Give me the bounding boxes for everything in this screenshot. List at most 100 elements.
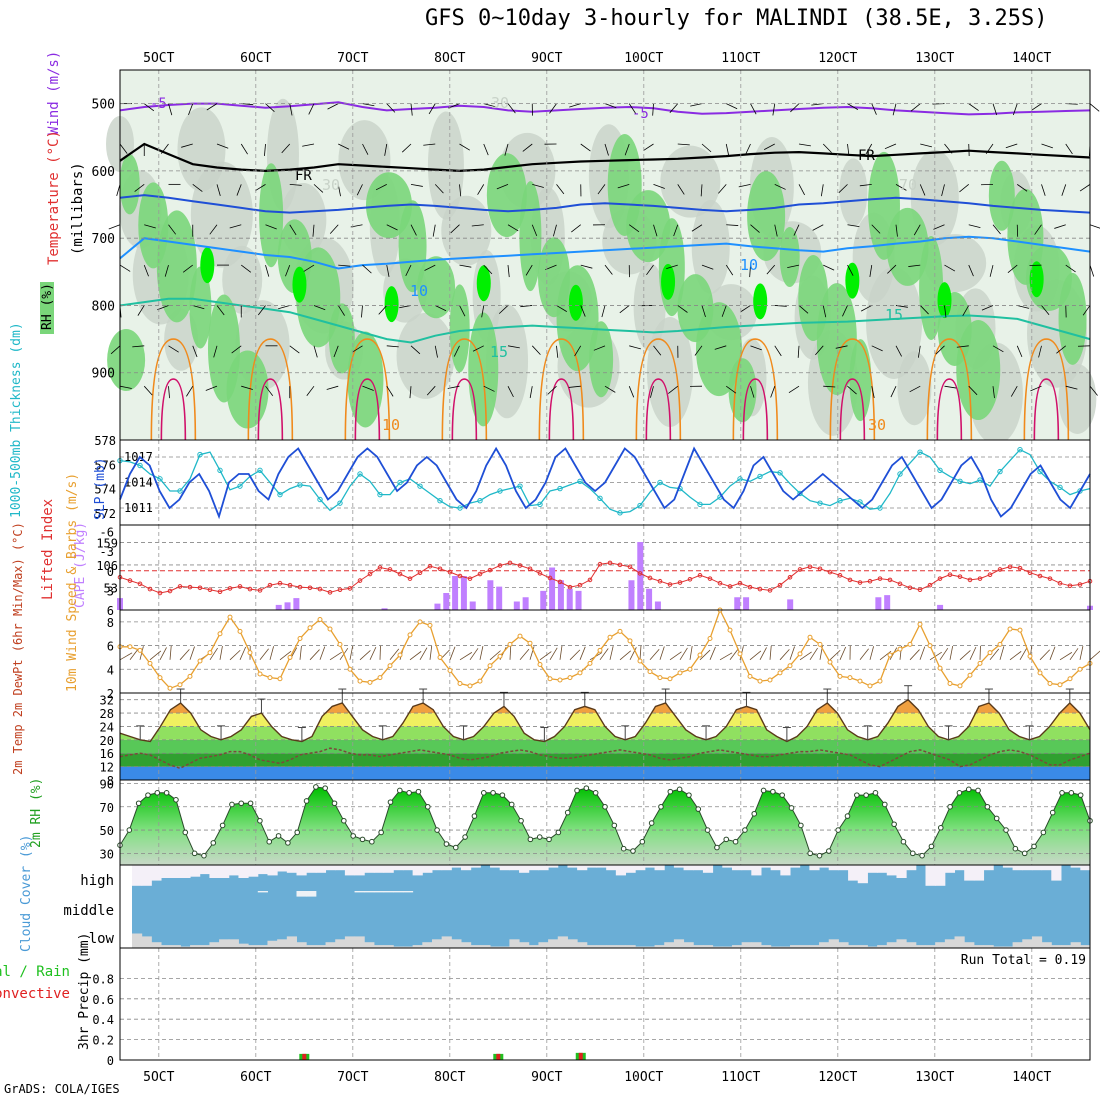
cape-bar <box>884 595 891 610</box>
lifted-index-marker <box>997 567 1003 572</box>
wind-barb <box>847 264 854 276</box>
slp-tick-label: 1011 <box>124 501 153 515</box>
rh-marker <box>126 827 133 833</box>
rh-marker <box>630 848 636 854</box>
cloud-low-bar <box>219 939 230 948</box>
cloud-high-clear <box>848 865 859 881</box>
cloud-high-clear <box>577 865 588 871</box>
rh-marker <box>919 852 925 859</box>
wind-speed-marker <box>477 678 483 684</box>
rh-shade-green <box>747 170 786 261</box>
y-tick-label: 70 <box>100 801 114 815</box>
lifted-index-marker <box>317 586 323 592</box>
rh-shade-gray <box>427 111 464 220</box>
wind-speed-marker <box>1007 626 1013 632</box>
lifted-index-marker <box>1037 573 1043 579</box>
rh-marker <box>219 822 226 829</box>
lifted-index-marker <box>577 582 583 588</box>
wind-speed-marker <box>737 651 743 657</box>
rh-marker <box>779 792 786 798</box>
lifted-index-marker <box>487 567 493 573</box>
thickness-marker <box>857 499 863 505</box>
wind-barb <box>933 224 945 230</box>
rh-marker <box>462 834 468 840</box>
cape-bar <box>434 603 441 610</box>
wind-barb <box>629 647 637 660</box>
wind-barb <box>774 305 787 307</box>
contour-label: 15 <box>885 306 903 324</box>
wind-barb <box>556 184 565 195</box>
cloud-high-clear <box>770 865 781 871</box>
wind-barb <box>265 264 270 277</box>
thickness-marker <box>1017 447 1023 453</box>
wind-barb <box>362 143 369 155</box>
lifted-index-marker <box>277 580 283 586</box>
lifted-index-marker <box>187 584 193 590</box>
cloud-high-clear <box>422 865 433 873</box>
wind-barb <box>793 224 800 236</box>
wind-barb <box>1010 385 1018 397</box>
wind-barb <box>169 645 172 660</box>
wind-barb <box>119 143 128 154</box>
wind-barb <box>179 649 190 661</box>
wind-barb <box>265 385 274 397</box>
rh-shade-green <box>728 358 757 423</box>
wind-barb <box>308 103 315 115</box>
isotherm-line <box>119 142 1091 173</box>
isotherm-25 <box>257 378 284 441</box>
rh-marker <box>359 836 366 843</box>
cloud-low-bar <box>954 936 965 948</box>
panel-bg <box>120 610 1090 693</box>
wind-speed-marker <box>867 683 873 689</box>
cape-bar <box>743 597 750 610</box>
wind-speed-marker <box>277 676 283 682</box>
cloud-high-clear <box>238 865 249 878</box>
rh-marker <box>667 788 674 795</box>
rh-marker <box>648 820 655 826</box>
wind-barb <box>182 264 193 273</box>
cape-bar <box>460 576 467 610</box>
wind-barb <box>1056 345 1067 354</box>
lifted-index-marker <box>137 581 143 587</box>
wind-barb <box>459 264 472 268</box>
wind-barb <box>144 103 155 112</box>
cloud-low-bar <box>973 945 985 948</box>
isotherm-20 <box>441 338 488 441</box>
rh-marker <box>732 838 739 845</box>
wind-barb <box>823 264 835 271</box>
wind-speed-marker <box>377 675 383 681</box>
cloud-high-clear <box>354 865 365 876</box>
wind-speed-marker <box>667 676 673 682</box>
wind-speed-marker <box>897 646 903 652</box>
cloud-high-clear <box>383 865 394 873</box>
rh-marker <box>742 827 748 833</box>
lifted-index-marker <box>427 563 433 569</box>
y-tick-label: 28 <box>100 707 114 721</box>
rh-marker <box>620 845 627 852</box>
wind-barb <box>701 264 714 270</box>
rh-shade-green <box>626 190 671 263</box>
wind-barb <box>944 264 956 272</box>
wind-barb <box>992 345 1004 353</box>
lifted-index-marker <box>457 573 463 579</box>
wind-barb <box>1041 184 1046 196</box>
rh-axis-label: 2m RH (%) <box>29 778 44 848</box>
rh-marker <box>937 824 944 831</box>
slp-axis-label: SLP (mb) <box>93 457 108 520</box>
wind-barb <box>309 649 320 661</box>
cloud-middle-clear <box>364 891 375 893</box>
rh-marker <box>331 800 338 807</box>
wind-speed-marker <box>957 683 963 689</box>
wind-barb <box>718 184 727 194</box>
cloud-high-clear <box>625 865 636 873</box>
wind-speed-marker <box>507 641 513 647</box>
thickness-marker <box>277 491 283 498</box>
rh-shade-bright <box>937 282 952 319</box>
rh-marker <box>182 829 189 836</box>
rh-shade-green <box>988 160 1015 231</box>
wind-barb <box>701 305 706 318</box>
cloud-low-bar <box>286 936 298 948</box>
wind-barb <box>677 143 690 146</box>
thickness-axis-label: 1000-500mb Thickness (dm) <box>9 322 24 518</box>
wind-speed-marker <box>1027 653 1033 659</box>
